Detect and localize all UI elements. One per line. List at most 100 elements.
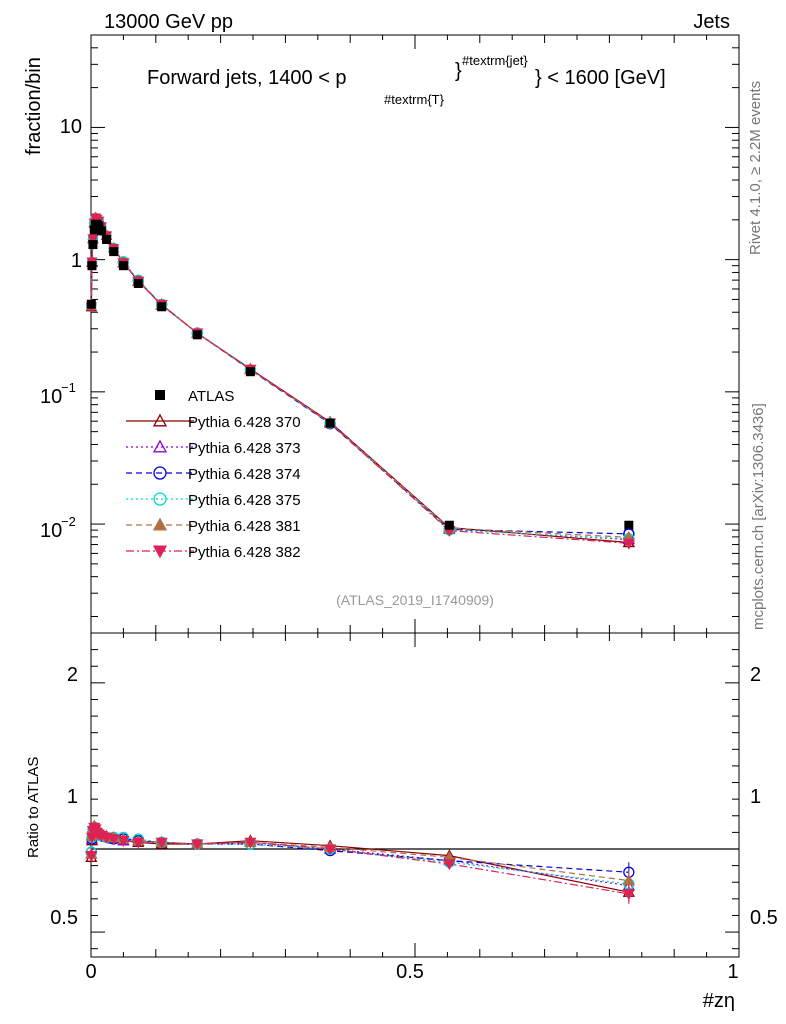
ratio-point-5-12 <box>155 837 168 849</box>
ratio-ytick-1: 1 <box>67 786 78 808</box>
atlas-point-0 <box>86 299 96 309</box>
ratio-point-5-16 <box>443 859 456 871</box>
svg-text:10: 10 <box>40 520 62 542</box>
ratio-series-4 <box>85 819 635 891</box>
atlas-point-2 <box>88 240 98 250</box>
ratio-point-5-11 <box>132 837 145 849</box>
main-point-5-2 <box>87 234 99 245</box>
legend-marker-atlas <box>155 390 165 400</box>
ratio-frame <box>90 632 740 958</box>
ratio-ytick-0.5-right: 0.5 <box>750 907 778 929</box>
xtick-1: 1 <box>727 961 738 983</box>
chart-title: Forward jets, 1400 < p #textrm{T} } #tex… <box>147 53 666 107</box>
ratio-ytick-1-right: 1 <box>750 786 761 808</box>
xtick-0: 0 <box>85 961 96 983</box>
ratio-series-5 <box>85 822 635 904</box>
atlas-point-7 <box>96 226 106 236</box>
ratio-ytick-2-right: 2 <box>750 664 761 686</box>
legend-item-0: Pythia 6.428 370 <box>126 413 301 431</box>
ratio-point-5-13 <box>191 839 204 851</box>
main-line-0 <box>90 216 629 544</box>
atlas-point-1 <box>87 261 97 271</box>
main-last-point-5 <box>622 538 635 550</box>
ratio-ytick-0.5: 0.5 <box>50 907 78 929</box>
legend-marker-5 <box>152 545 168 559</box>
atlas-point-8 <box>102 234 112 244</box>
legend-label-2: Pythia 6.428 374 <box>188 466 301 483</box>
main-line-2 <box>90 217 629 535</box>
legend-marker-3 <box>153 492 167 506</box>
atlas-point-16 <box>444 520 454 530</box>
xtick-labels: 0 0.5 1 <box>85 961 738 983</box>
legend-item-3: Pythia 6.428 375 <box>126 492 301 509</box>
xtick-0.5: 0.5 <box>396 961 424 983</box>
legend-label-5: Pythia 6.428 382 <box>188 544 301 561</box>
category-label: Jets <box>693 11 730 33</box>
main-series-2 <box>86 213 635 540</box>
main-line-3 <box>90 216 629 540</box>
svg-text:#textrm{jet}: #textrm{jet} <box>462 53 528 68</box>
main-series-1 <box>85 211 635 545</box>
legend: ATLAS Pythia 6.428 370 Pythia 6.428 373 Pyt… <box>126 388 301 561</box>
main-series-4 <box>85 211 635 542</box>
ratio-point-5-15 <box>324 844 337 856</box>
legend-label-4: Pythia 6.428 381 <box>188 518 301 535</box>
analysis-tag: (ATLAS_2019_I1740909) <box>336 592 494 608</box>
main-series <box>85 211 635 550</box>
x-axis-label: #zη <box>703 990 735 1012</box>
ratio-ytick-2: 2 <box>67 664 78 686</box>
ratio-ytick-labels: 2 1 0.5 2 1 0.5 <box>50 664 778 929</box>
atlas-series <box>86 219 635 550</box>
legend-label-3: Pythia 6.428 375 <box>188 492 301 509</box>
ytick-label-0.1: 10 −1 <box>40 380 76 408</box>
rivet-label: Rivet 4.1.0, ≥ 2.2M events <box>747 81 764 255</box>
svg-text:#textrm{T}: #textrm{T} <box>384 92 445 107</box>
ratio-series <box>85 819 635 904</box>
legend-label-atlas: ATLAS <box>188 388 234 405</box>
atlas-point-15 <box>325 418 335 428</box>
ytick-label-0.01: 10 −2 <box>40 514 76 542</box>
legend-item-atlas: ATLAS <box>155 388 234 405</box>
legend-label-1: Pythia 6.428 373 <box>188 440 301 457</box>
atlas-point-13 <box>192 330 202 340</box>
ratio-line-2 <box>90 827 629 873</box>
svg-text:−2: −2 <box>61 514 76 529</box>
atlas-point-6 <box>94 221 104 231</box>
atlas-point-11 <box>133 278 143 288</box>
legend-label-0: Pythia 6.428 370 <box>188 414 301 431</box>
atlas-point-12 <box>157 302 167 312</box>
ratio-point-5-14 <box>244 837 257 849</box>
main-ytick-labels: 10 1 10 −1 10 −2 <box>40 116 82 542</box>
y-axis-label: fraction/bin <box>23 57 45 155</box>
legend-marker-0 <box>152 413 168 427</box>
ytick-label-1: 1 <box>71 250 82 272</box>
main-series-5 <box>85 213 635 550</box>
ratio-line-0 <box>90 828 629 893</box>
main-line-4 <box>90 216 629 538</box>
svg-text:10: 10 <box>40 386 62 408</box>
ratio-line-1 <box>90 826 629 887</box>
legend-marker-4 <box>152 517 168 531</box>
main-series-0 <box>85 211 635 548</box>
atlas-point-9 <box>109 247 119 257</box>
svg-text:Forward jets, 1400 < p: Forward jets, 1400 < p <box>147 67 347 89</box>
energy-label: 13000 GeV pp <box>104 11 233 33</box>
legend-item-1: Pythia 6.428 373 <box>126 439 301 457</box>
legend-item-4: Pythia 6.428 381 <box>126 517 301 535</box>
ratio-line-4 <box>90 824 629 882</box>
source-label: mcplots.cern.ch [arXiv:1306.3436] <box>750 403 767 630</box>
ratio-point-5-10 <box>117 836 130 848</box>
ratio-point-5-9 <box>107 834 120 846</box>
svg-text:} < 1600 [GeV]: } < 1600 [GeV] <box>535 67 666 89</box>
atlas-point-14 <box>245 367 255 377</box>
atlas-point-17 <box>624 520 634 530</box>
ratio-point-5-0 <box>85 850 98 862</box>
ratio-series-0 <box>85 822 635 903</box>
ytick-label-10: 10 <box>60 116 82 138</box>
ratio-series-1 <box>85 821 635 896</box>
ratio-y-axis-label: Ratio to ATLAS <box>25 757 42 858</box>
svg-text:−1: −1 <box>61 380 76 395</box>
legend-marker-1 <box>152 439 168 453</box>
ratio-line-5 <box>90 826 629 895</box>
main-line-5 <box>90 216 629 544</box>
